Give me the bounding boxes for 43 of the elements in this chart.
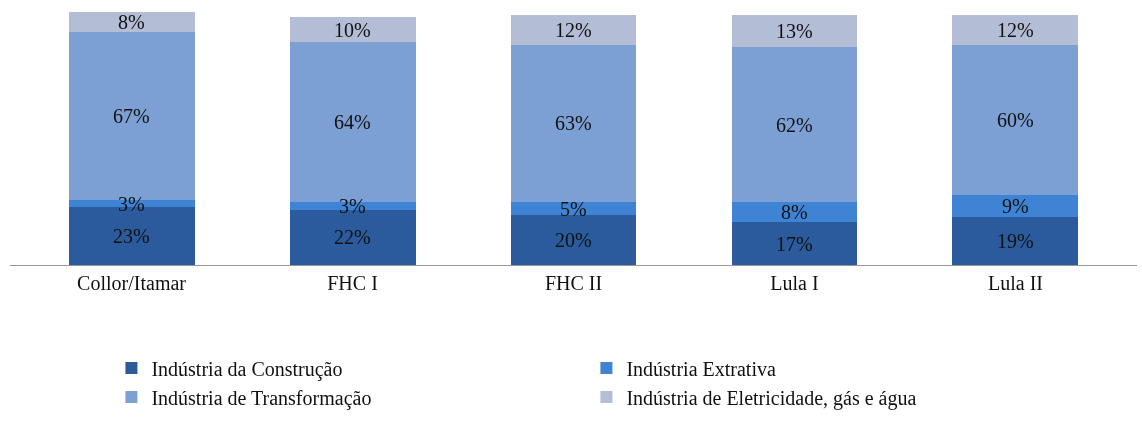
data-label: 8%: [781, 201, 808, 223]
data-label: 62%: [776, 114, 813, 136]
bar: [952, 194, 1079, 218]
legend-label: Indústria Extrativa: [626, 357, 776, 380]
legend-label: Indústria da Construção: [151, 357, 343, 381]
data-label: 23%: [113, 225, 150, 247]
bar: [731, 222, 858, 265]
x-tick-label: Lula II: [987, 272, 1043, 294]
x-tick-label: Lula I: [770, 272, 819, 294]
data-label: 12%: [997, 19, 1034, 41]
data-label: 20%: [555, 229, 592, 251]
data-label: 64%: [334, 111, 371, 133]
data-label: 3%: [118, 193, 145, 215]
bar: [731, 47, 858, 203]
data-label: 8%: [118, 11, 145, 33]
bar: [510, 202, 637, 215]
bar: [731, 202, 858, 223]
bar: [289, 17, 416, 43]
data-label: 19%: [997, 230, 1034, 252]
data-label: 13%: [776, 20, 813, 42]
legend-label: Indústria de Eletricidade, gás e água: [626, 386, 917, 410]
data-label: 22%: [334, 226, 371, 248]
data-label: 60%: [997, 109, 1034, 131]
bar: [510, 14, 637, 45]
x-tick-label: FHC I: [327, 272, 378, 294]
bar: [952, 14, 1079, 45]
bar: [952, 44, 1079, 195]
data-label: 63%: [555, 112, 592, 134]
data-label: 12%: [555, 19, 592, 41]
data-label: 10%: [334, 19, 371, 41]
data-label: 3%: [339, 195, 366, 217]
bar: [731, 14, 858, 48]
bar: [510, 44, 637, 203]
bar: [510, 214, 637, 265]
data-label: 67%: [113, 105, 150, 127]
data-label: 17%: [776, 233, 813, 255]
x-tick-label: FHC II: [544, 272, 603, 294]
legend-label: Indústria de Transformação: [151, 386, 372, 410]
bar: [68, 12, 195, 33]
data-label: 5%: [560, 198, 587, 220]
data-label: 9%: [1002, 195, 1029, 217]
bar: [952, 217, 1079, 265]
x-tick-label: Collor/Itamar: [77, 272, 187, 294]
